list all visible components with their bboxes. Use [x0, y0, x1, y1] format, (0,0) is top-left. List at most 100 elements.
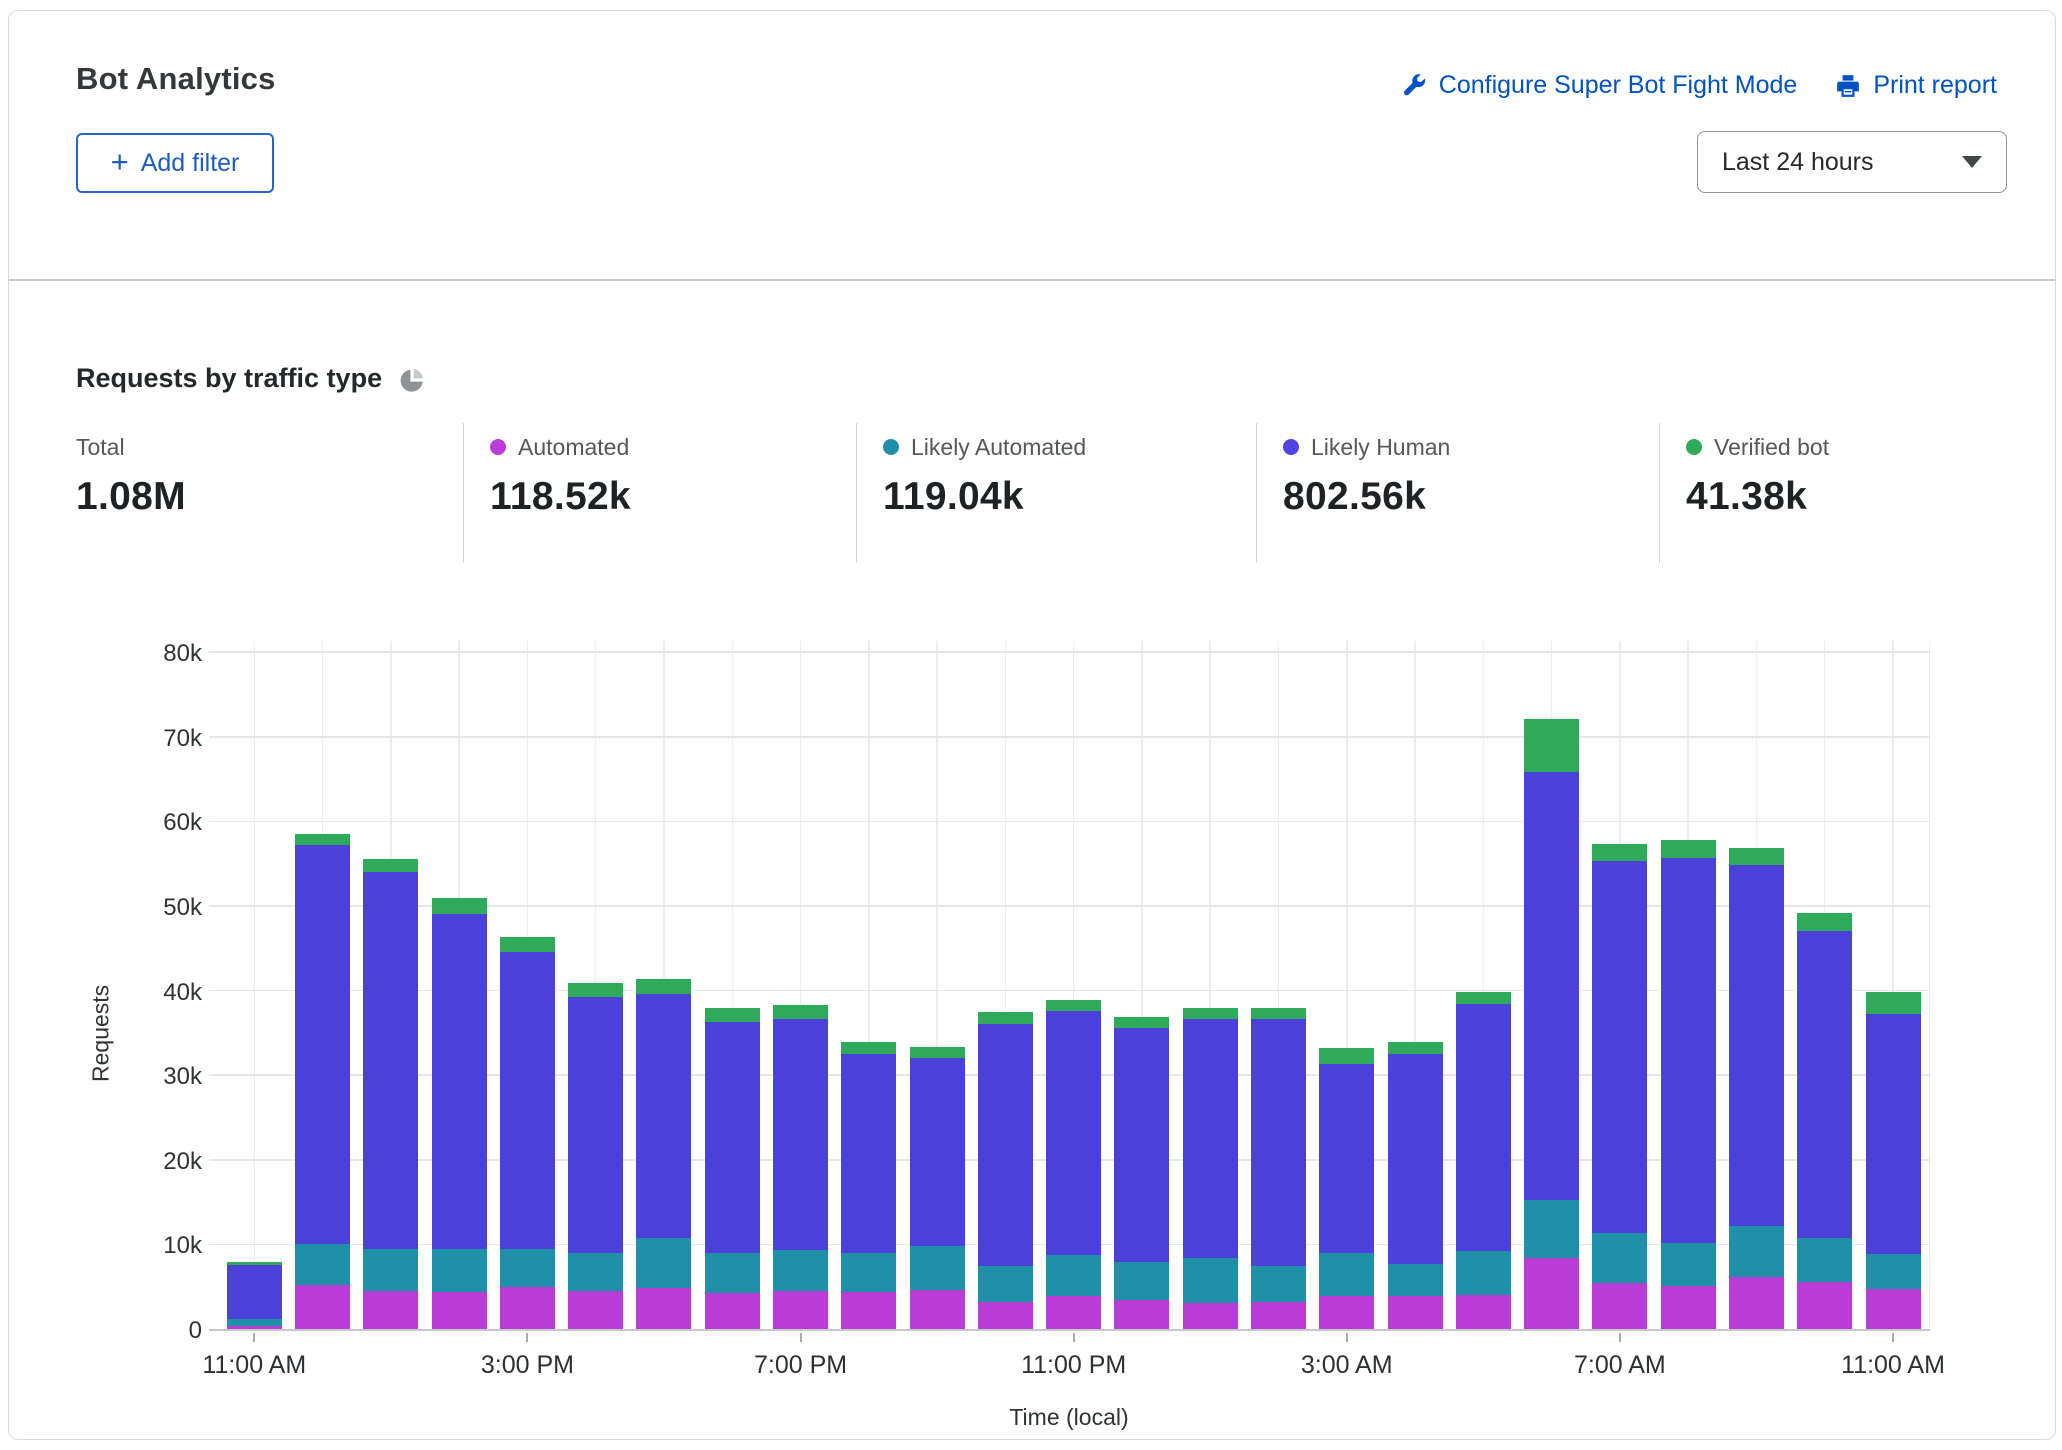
bar-segment-automated	[432, 1292, 487, 1329]
stat-verified-bot[interactable]: Verified bot 41.38k	[1659, 423, 1995, 563]
bar-segment-likely-human	[295, 845, 350, 1243]
configure-super-bot-fight-mode-link[interactable]: Configure Super Bot Fight Mode	[1400, 71, 1798, 100]
bar-segment-verified-bot	[295, 834, 350, 845]
bar-segment-automated	[568, 1291, 623, 1329]
stat-value-automated: 118.52k	[490, 475, 856, 519]
bar-segment-automated	[1046, 1296, 1101, 1329]
bar-segment-automated	[636, 1288, 691, 1329]
bar-stack-21[interactable]	[1661, 840, 1716, 1329]
x-tick-mark	[526, 1333, 528, 1342]
bar-segment-verified-bot	[1251, 1008, 1306, 1020]
bar-segment-automated	[1661, 1286, 1716, 1329]
time-range-dropdown[interactable]: Last 24 hours	[1697, 131, 2007, 193]
bar-stack-0[interactable]	[227, 1262, 282, 1329]
bar-stack-15[interactable]	[1251, 1008, 1306, 1329]
x-tick-mark	[1346, 1333, 1348, 1342]
add-filter-button[interactable]: + Add filter	[76, 133, 274, 193]
bar-stack-4[interactable]	[500, 937, 555, 1329]
bar-segment-automated	[1456, 1295, 1511, 1329]
bar-segment-likely-automated	[1046, 1255, 1101, 1296]
stat-total: Total 1.08M	[76, 423, 463, 563]
bar-stack-10[interactable]	[910, 1047, 965, 1329]
bar-segment-likely-automated	[910, 1246, 965, 1290]
bar-segment-verified-bot	[1456, 992, 1511, 1004]
bar-segment-likely-automated	[227, 1319, 282, 1326]
bar-segment-verified-bot	[568, 983, 623, 997]
traffic-type-legend-stats: Total 1.08M Automated 118.52k Likely Aut…	[76, 423, 1995, 563]
stat-dot-3	[1283, 439, 1299, 455]
x-axis-title: Time (local)	[1009, 1404, 1128, 1431]
bar-stack-3[interactable]	[432, 898, 487, 1329]
time-range-value: Last 24 hours	[1722, 148, 1874, 177]
bar-stack-20[interactable]	[1592, 844, 1647, 1329]
bar-stack-24[interactable]	[1866, 992, 1921, 1329]
stat-dot-1	[490, 439, 506, 455]
vertical-gridline	[1929, 641, 1931, 1329]
bar-segment-verified-bot	[1592, 844, 1647, 861]
horizontal-gridline	[209, 736, 1930, 738]
bar-segment-likely-human	[1592, 861, 1647, 1233]
bar-segment-automated	[363, 1291, 418, 1329]
bar-stack-1[interactable]	[295, 834, 350, 1329]
bar-stack-6[interactable]	[636, 979, 691, 1329]
bar-stack-11[interactable]	[978, 1012, 1033, 1329]
plus-icon: +	[111, 144, 129, 180]
bar-stack-13[interactable]	[1114, 1017, 1169, 1329]
bar-stack-16[interactable]	[1319, 1048, 1374, 1329]
bar-stack-14[interactable]	[1183, 1008, 1238, 1329]
x-tick-label: 3:00 AM	[1301, 1351, 1393, 1380]
bar-segment-automated	[910, 1290, 965, 1329]
pie-chart-icon	[398, 364, 425, 394]
bar-segment-verified-bot	[1729, 848, 1784, 865]
bar-segment-likely-automated	[1456, 1251, 1511, 1295]
bar-segment-automated	[1592, 1283, 1647, 1329]
bar-segment-likely-human	[773, 1019, 828, 1250]
bar-segment-automated	[773, 1291, 828, 1329]
bar-segment-likely-automated	[841, 1253, 896, 1292]
x-tick-mark	[1892, 1333, 1894, 1342]
bar-stack-2[interactable]	[363, 859, 418, 1329]
stat-likely-human[interactable]: Likely Human 802.56k	[1256, 423, 1659, 563]
bar-stack-19[interactable]	[1524, 719, 1579, 1329]
section-title-row: Requests by traffic type	[76, 363, 425, 394]
bar-stack-12[interactable]	[1046, 1000, 1101, 1329]
bar-segment-likely-human	[1114, 1028, 1169, 1262]
y-tick-label: 30k	[107, 1063, 202, 1091]
bar-segment-automated	[1183, 1303, 1238, 1329]
bar-segment-likely-human	[568, 997, 623, 1252]
horizontal-gridline	[209, 651, 1930, 653]
bar-segment-likely-automated	[636, 1238, 691, 1288]
bar-segment-verified-bot	[500, 937, 555, 951]
stat-likely-automated[interactable]: Likely Automated 119.04k	[856, 423, 1256, 563]
x-tick-label: 11:00 PM	[1021, 1351, 1126, 1380]
x-tick-mark	[253, 1333, 255, 1342]
print-report-link[interactable]: Print report	[1835, 71, 1997, 100]
bar-segment-likely-human	[1046, 1011, 1101, 1255]
bar-segment-verified-bot	[1797, 913, 1852, 931]
bar-segment-likely-automated	[295, 1244, 350, 1285]
bar-segment-automated	[227, 1326, 282, 1329]
bar-segment-verified-bot	[1866, 992, 1921, 1014]
x-tick-mark	[1073, 1333, 1075, 1342]
bar-stack-18[interactable]	[1456, 992, 1511, 1329]
bar-stack-5[interactable]	[568, 983, 623, 1329]
bar-stack-8[interactable]	[773, 1005, 828, 1329]
chevron-down-icon	[1962, 156, 1982, 168]
bar-stack-17[interactable]	[1388, 1042, 1443, 1329]
stat-automated[interactable]: Automated 118.52k	[463, 423, 856, 563]
bar-segment-verified-bot	[841, 1042, 896, 1054]
bar-segment-likely-automated	[1797, 1238, 1852, 1281]
bar-stack-22[interactable]	[1729, 848, 1784, 1329]
x-tick-label: 7:00 AM	[1574, 1351, 1666, 1380]
bar-segment-likely-automated	[1319, 1253, 1374, 1296]
bar-segment-likely-human	[1524, 772, 1579, 1200]
bar-stack-7[interactable]	[705, 1008, 760, 1329]
x-tick-mark	[800, 1333, 802, 1342]
bar-segment-automated	[1388, 1296, 1443, 1329]
bar-stack-23[interactable]	[1797, 913, 1852, 1329]
bar-segment-automated	[1251, 1302, 1306, 1329]
bar-segment-likely-automated	[1388, 1264, 1443, 1296]
bar-segment-likely-automated	[978, 1266, 1033, 1302]
bar-stack-9[interactable]	[841, 1042, 896, 1329]
y-tick-label: 20k	[107, 1148, 202, 1176]
